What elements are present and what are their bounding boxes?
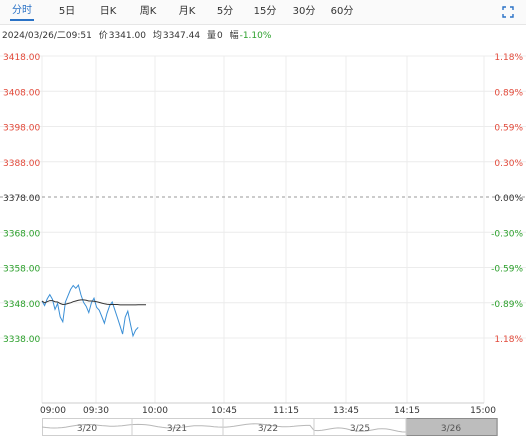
x-tick-label: 10:00 [142, 406, 168, 416]
y-right-tick-label: 0.00% [494, 194, 523, 204]
y-right-tick-label: 1.18% [494, 335, 523, 345]
average-price-line [41, 299, 146, 306]
navigator-date-label: 3/21 [167, 424, 187, 434]
price-label: 价 [98, 31, 108, 41]
tab-5day[interactable]: 5日 [58, 6, 76, 17]
x-tick-label: 14:15 [394, 406, 420, 416]
y-left-tick-label: 3408.00 [3, 88, 40, 98]
quote-datetime: 2024/03/26/二09:51 [2, 31, 92, 41]
y-right-tick-label: -0.59% [491, 265, 523, 275]
volume-value: 0 [216, 31, 223, 41]
x-tick-label: 15:00 [470, 406, 496, 416]
tab-weekly-k[interactable]: 周K [139, 6, 157, 17]
y-right-tick-label: 0.89% [494, 88, 523, 98]
y-left-tick-label: 3388.00 [3, 159, 40, 169]
y-right-tick-label: -0.89% [491, 300, 523, 310]
intraday-chart[interactable]: 3418.00 1.18% 3408.00 0.89% 3398.00 0.59% 3388… [0, 46, 526, 442]
y-right-tick-label: 1.18% [494, 53, 523, 63]
tab-30min[interactable]: 30分 [292, 6, 316, 17]
y-left-tick-label: 3398.00 [3, 124, 40, 134]
tab-intraday[interactable]: 分时 [10, 3, 34, 21]
price-line [41, 284, 139, 338]
avg-label: 均 [152, 31, 162, 41]
volume-label: 量 [206, 31, 216, 41]
quote-info-line: 2024/03/26/二09:51 价3341.00 均3347.44 量0 幅… [2, 30, 275, 42]
y-left-tick-label: 3348.00 [3, 300, 40, 310]
y-left-tick-label: 3358.00 [3, 265, 40, 275]
y-left-tick-label: 3368.00 [3, 229, 40, 239]
x-tick-label: 10:45 [211, 406, 237, 416]
x-tick-label: 13:45 [333, 406, 359, 416]
y-left-tick-label: 3378.00 [3, 194, 40, 204]
navigator-date-label: 3/26 [441, 424, 461, 434]
date-range-navigator[interactable]: 3/20 3/21 3/22 3/25 3/26 [42, 418, 498, 436]
tab-monthly-k[interactable]: 月K [178, 6, 196, 17]
period-tab-bar: 分时 5日 日K 周K 月K 5分 15分 30分 60分 [0, 0, 526, 25]
tab-15min[interactable]: 15分 [253, 6, 277, 17]
x-tick-label: 09:30 [83, 406, 109, 416]
tab-daily-k[interactable]: 日K [99, 6, 117, 17]
navigator-date-label: 3/20 [77, 424, 97, 434]
tab-5min[interactable]: 5分 [216, 6, 234, 17]
y-right-tick-label: 0.59% [494, 124, 523, 134]
y-left-tick-label: 3418.00 [3, 53, 40, 63]
navigator-mini-line [42, 423, 407, 433]
fullscreen-icon[interactable] [502, 6, 514, 18]
y-right-tick-label: 0.30% [494, 159, 523, 169]
change-value: -1.10% [239, 31, 272, 41]
navigator-date-label: 3/25 [350, 424, 370, 434]
y-left-tick-label: 3338.00 [3, 335, 40, 345]
x-tick-label: 09:00 [40, 406, 66, 416]
price-value: 3341.00 [108, 31, 146, 41]
x-tick-label: 11:15 [273, 406, 299, 416]
change-label: 幅 [229, 31, 239, 41]
tab-60min[interactable]: 60分 [330, 6, 354, 17]
navigator-date-label: 3/22 [258, 424, 278, 434]
avg-value: 3347.44 [162, 31, 201, 41]
y-right-tick-label: -0.30% [491, 229, 523, 239]
